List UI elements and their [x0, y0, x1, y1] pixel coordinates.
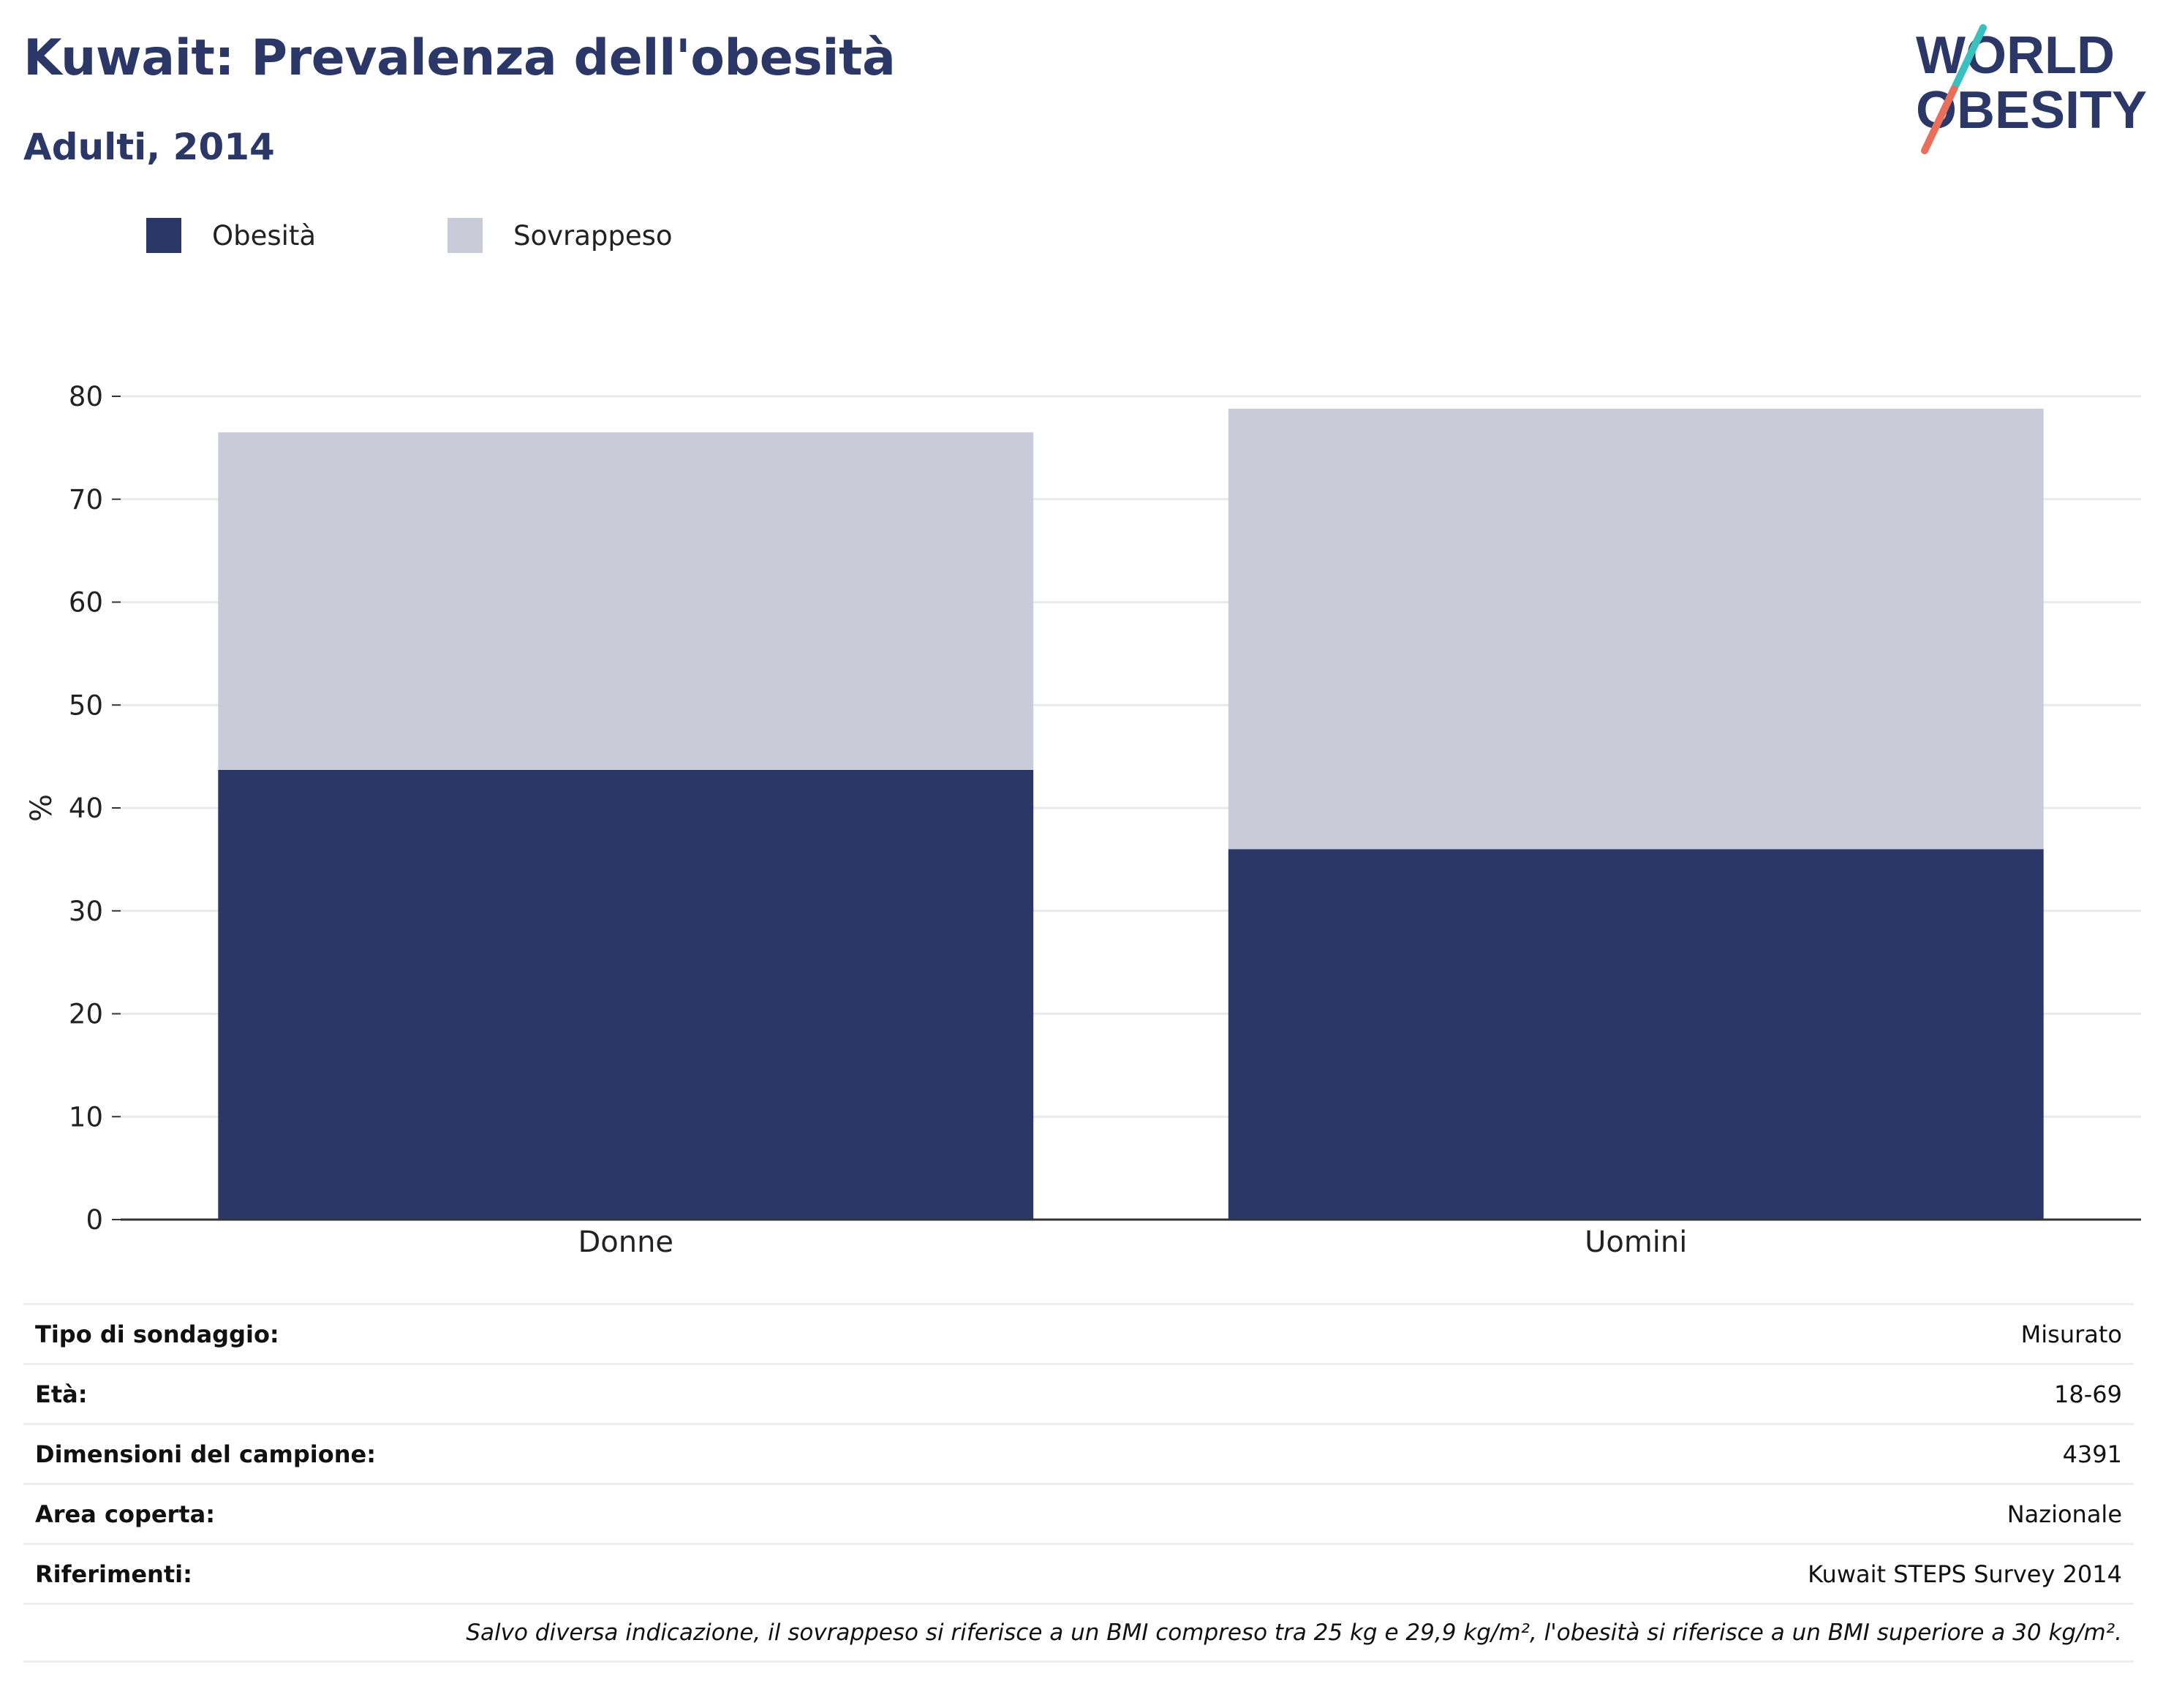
info-value: Kuwait STEPS Survey 2014: [1808, 1560, 2122, 1588]
info-value: 4391: [2062, 1440, 2122, 1468]
survey-info-table: Tipo di sondaggio: Misurato Età: 18-69 D…: [23, 1303, 2134, 1663]
info-label: Area coperta:: [35, 1500, 216, 1528]
world-obesity-logo: WORLD OBESITY: [1916, 24, 2147, 154]
legend-item-overweight[interactable]: Sovrappeso: [448, 216, 673, 254]
info-row-references: Riferimenti: Kuwait STEPS Survey 2014: [23, 1543, 2134, 1603]
y-tick-label: 30: [69, 896, 103, 927]
info-row-age: Età: 18-69: [23, 1363, 2134, 1423]
y-tick-label: 0: [86, 1204, 103, 1236]
y-tick-label: 80: [69, 381, 103, 412]
info-row-area: Area coperta: Nazionale: [23, 1483, 2134, 1543]
info-label: Riferimenti:: [35, 1560, 192, 1588]
bar-overweight-donne: [218, 432, 1034, 770]
info-value: 18-69: [2054, 1380, 2122, 1408]
bar-overweight-uomini: [1228, 408, 2044, 850]
info-label: Età:: [35, 1380, 88, 1408]
info-row-sample-size: Dimensioni del campione: 4391: [23, 1423, 2134, 1483]
info-label: Tipo di sondaggio:: [35, 1320, 279, 1348]
y-tick-label: 10: [69, 1101, 103, 1133]
page-title: Kuwait: Prevalenza dell'obesità: [23, 29, 896, 87]
info-row-survey-type: Tipo di sondaggio: Misurato: [23, 1303, 2134, 1363]
legend-swatch-obesity: [146, 218, 181, 253]
info-value: Misurato: [2020, 1320, 2122, 1348]
y-tick-label: 70: [69, 484, 103, 515]
y-axis-label: %: [25, 794, 58, 822]
y-tick-label: 20: [69, 999, 103, 1030]
legend-label-overweight: Sovrappeso: [513, 219, 673, 252]
x-tick-label: Donne: [578, 1225, 673, 1259]
y-tick-label: 50: [69, 689, 103, 721]
x-tick-label: Uomini: [1585, 1225, 1687, 1259]
footnote: Salvo diversa indicazione, il sovrappeso…: [23, 1603, 2134, 1663]
svg-text:WORLD: WORLD: [1916, 26, 2115, 85]
info-value: Nazionale: [2007, 1500, 2122, 1528]
y-tick-label: 60: [69, 587, 103, 619]
y-tick-label: 40: [69, 793, 103, 824]
legend-label-obesity: Obesità: [212, 219, 317, 252]
bar-obesity-uomini: [1228, 849, 2044, 1220]
page-subtitle: Adulti, 2014: [23, 126, 275, 168]
legend-item-obesity[interactable]: Obesità: [146, 216, 316, 254]
bar-chart: 0 10 20 30 40 50 60 70 80% Donne Uomini: [25, 381, 2141, 1259]
bar-obesity-donne: [218, 769, 1034, 1220]
info-label: Dimensioni del campione:: [35, 1440, 377, 1468]
legend-swatch-overweight: [448, 218, 483, 253]
